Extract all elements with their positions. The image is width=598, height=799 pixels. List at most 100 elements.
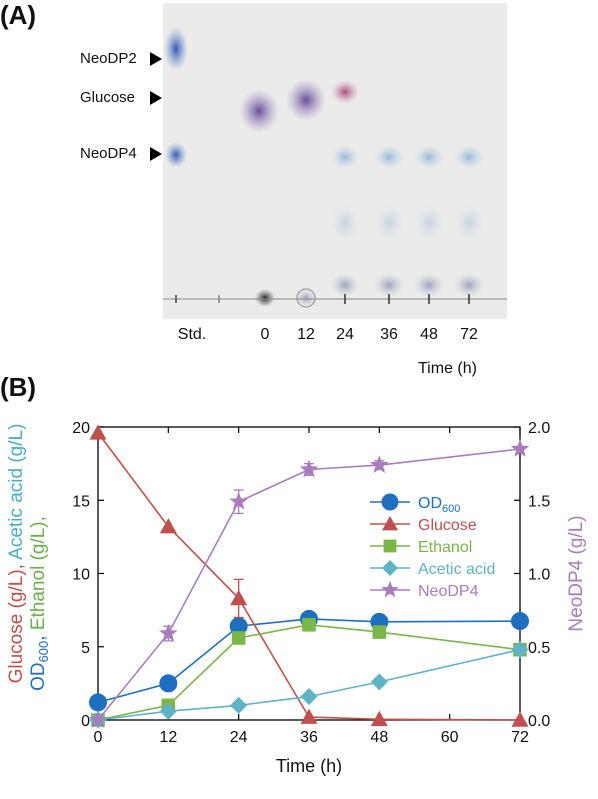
- data-point-triangle: [511, 711, 529, 727]
- y2-axis-label: NeoDP4 (g/L): [566, 515, 587, 631]
- marker-label-glucose: Glucose: [80, 89, 136, 106]
- series-line: [97, 618, 521, 704]
- legend-item: Glucose: [370, 516, 477, 534]
- legend-label: Ethanol: [418, 539, 472, 556]
- legend-label-text: NeoDP4: [418, 583, 479, 600]
- data-point-diamond: [382, 560, 398, 576]
- data-point-triangle: [89, 424, 107, 440]
- y2-tick-label: 0.0: [528, 713, 550, 730]
- tlc-spots: [163, 27, 507, 308]
- legend-item: NeoDP4: [370, 580, 479, 600]
- x-tick-label: 48: [370, 729, 388, 746]
- legend-label-text: Acetic acid: [418, 561, 495, 578]
- y-label-od-comma: ,: [28, 630, 49, 641]
- lane-label: Std.: [177, 326, 207, 343]
- legend-label-text: OD: [418, 495, 442, 512]
- data-point-diamond: [370, 673, 388, 691]
- data-point-diamond: [230, 696, 248, 714]
- series-line: [97, 448, 521, 721]
- legend-label-text: Ethanol: [418, 539, 472, 556]
- y-axis-label: OD600, Ethanol (g/L),Glucose (g/L), Acet…: [6, 424, 51, 691]
- data-point-circle: [381, 493, 399, 511]
- series-line: [97, 432, 521, 721]
- x-tick-label: 72: [511, 729, 529, 746]
- series-line: [97, 623, 521, 721]
- marker-label-neodp2: NeoDP2: [80, 50, 137, 67]
- data-point-square: [383, 539, 397, 553]
- legend-label: Acetic acid: [418, 561, 495, 578]
- data-point-square: [372, 625, 387, 639]
- tlc-plate: [163, 3, 507, 319]
- y-tick-label: 0: [81, 713, 90, 730]
- data-point-diamond: [300, 688, 318, 706]
- data-point-triangle: [300, 708, 318, 724]
- x-tick-label: 0: [94, 729, 103, 746]
- data-point-diamond: [511, 641, 529, 659]
- data-point-star: [229, 491, 248, 510]
- arrow-right-icon: [150, 52, 162, 66]
- y2-tick-label: 1.0: [528, 567, 550, 584]
- data-point-square: [231, 631, 246, 645]
- y2-tick-label: 1.5: [528, 493, 550, 510]
- data-point-star: [510, 439, 530, 457]
- data-point-star: [299, 459, 319, 478]
- lane-label: 36: [380, 326, 398, 343]
- lane-label: 48: [420, 326, 438, 343]
- arrow-right-icon: [150, 147, 162, 161]
- x-tick-label: 60: [441, 729, 459, 746]
- y-tick-label: 15: [72, 493, 90, 510]
- data-point-triangle: [382, 516, 398, 531]
- data-point-circle: [511, 612, 529, 631]
- x-tick-label: 24: [230, 729, 248, 746]
- x-axis-label: Time (h): [276, 756, 342, 776]
- y2-tick-label: 0.5: [528, 640, 550, 657]
- data-point-star: [370, 455, 389, 473]
- series: [88, 424, 530, 729]
- y-axis-label-line-1: OD600, Ethanol (g/L),: [28, 516, 51, 691]
- data-point-triangle: [159, 518, 177, 534]
- series-neodp4: [88, 439, 530, 728]
- series-line: [97, 648, 521, 721]
- lane-label: 0: [260, 326, 270, 343]
- legend-label: NeoDP4: [418, 583, 479, 600]
- legend-label: OD600: [418, 495, 460, 515]
- lane-label: 24: [336, 326, 354, 343]
- data-point-circle: [89, 693, 107, 712]
- data-point-diamond: [159, 702, 177, 720]
- data-point-triangle: [230, 589, 248, 606]
- tlc-time-label: Time (h): [418, 360, 477, 377]
- data-point-circle: [159, 674, 178, 693]
- legend-item: OD600: [370, 493, 460, 515]
- data-point-star: [381, 580, 399, 598]
- y-label-acetic: Acetic acid (g/L): [6, 424, 27, 560]
- y-label-glucose: Glucose (g/L),: [6, 560, 27, 684]
- data-point-circle: [229, 617, 248, 636]
- y-label-ethanol: Ethanol (g/L),: [28, 516, 49, 630]
- legend-label: Glucose: [418, 517, 477, 534]
- y-label-od-sub: 600: [36, 641, 51, 663]
- y-tick-label: 10: [72, 567, 90, 584]
- x-tick-label: 36: [300, 729, 318, 746]
- legend-item: Ethanol: [370, 539, 472, 556]
- y-tick-label: 5: [81, 640, 90, 657]
- x-tick-label: 12: [159, 729, 177, 746]
- marker-label-neodp4: NeoDP4: [80, 145, 137, 162]
- panel-b-label: (B): [0, 372, 37, 402]
- line-chart: OD600, Ethanol (g/L),Glucose (g/L), Acet…: [6, 420, 587, 776]
- data-point-square: [302, 617, 316, 632]
- data-point-star: [88, 710, 108, 728]
- series-glucose: [89, 424, 529, 727]
- panel-a-label: (A): [0, 0, 37, 30]
- arrow-right-icon: [150, 91, 162, 105]
- ticks: 0 12 24 36 48 60 72 0 5 10 15 20 0.0 0.5 1.0 1.5 2.0 Time…: [72, 420, 550, 776]
- data-point-star: [159, 623, 178, 642]
- lane-label: 12: [297, 326, 315, 343]
- y2-tick-label: 2.0: [528, 420, 550, 437]
- y-axis-label-line-2: Glucose (g/L), Acetic acid (g/L): [6, 424, 27, 684]
- legend-label-sub: 600: [442, 503, 460, 515]
- lane-label: 72: [460, 326, 478, 343]
- y2-axis-label: NeoDP4 (g/L): [566, 515, 587, 631]
- data-point-triangle: [370, 710, 388, 727]
- legend-label-text: Glucose: [418, 517, 477, 534]
- y-tick-label: 20: [72, 420, 90, 437]
